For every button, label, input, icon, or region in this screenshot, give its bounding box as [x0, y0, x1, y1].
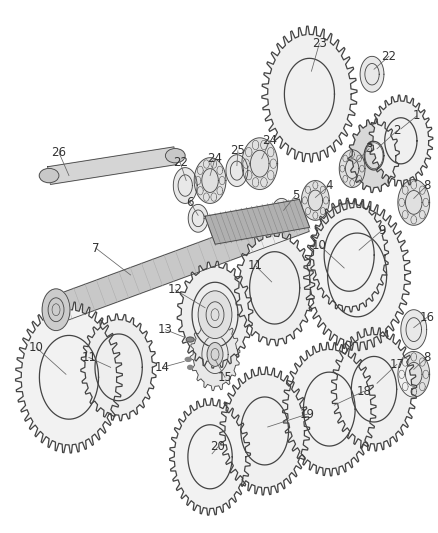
Polygon shape: [360, 56, 384, 92]
Polygon shape: [301, 181, 329, 220]
Text: 10: 10: [29, 341, 44, 354]
Polygon shape: [173, 168, 197, 204]
Polygon shape: [310, 198, 389, 312]
Polygon shape: [48, 147, 177, 184]
Polygon shape: [51, 205, 309, 323]
Polygon shape: [16, 302, 122, 453]
Polygon shape: [262, 26, 357, 162]
Text: 25: 25: [230, 144, 245, 157]
Text: 9: 9: [378, 224, 386, 237]
Text: 26: 26: [52, 146, 67, 159]
Text: 12: 12: [168, 284, 183, 296]
Polygon shape: [349, 119, 399, 192]
Ellipse shape: [166, 149, 185, 163]
Text: 2: 2: [393, 124, 401, 138]
Ellipse shape: [39, 168, 59, 183]
Polygon shape: [283, 342, 376, 476]
Text: 20: 20: [211, 440, 226, 454]
Text: 11: 11: [247, 259, 262, 271]
Text: 19: 19: [300, 408, 315, 421]
Text: 22: 22: [173, 156, 188, 169]
Polygon shape: [332, 327, 417, 451]
Ellipse shape: [186, 337, 194, 342]
Text: 5: 5: [292, 189, 299, 202]
Polygon shape: [235, 230, 314, 346]
Polygon shape: [205, 199, 310, 244]
Text: 22: 22: [381, 50, 396, 63]
Polygon shape: [81, 314, 156, 421]
Polygon shape: [170, 399, 251, 515]
Polygon shape: [304, 199, 410, 351]
Ellipse shape: [42, 289, 70, 330]
Ellipse shape: [188, 365, 193, 369]
Polygon shape: [272, 198, 292, 226]
Text: 18: 18: [357, 385, 371, 398]
Polygon shape: [226, 155, 248, 187]
Polygon shape: [190, 318, 240, 391]
Polygon shape: [339, 150, 365, 188]
Polygon shape: [188, 204, 208, 232]
Text: 15: 15: [218, 371, 233, 384]
Text: 8: 8: [423, 351, 431, 364]
Text: 24: 24: [262, 134, 277, 147]
Polygon shape: [242, 138, 278, 190]
Text: 23: 23: [312, 37, 327, 50]
Text: 11: 11: [81, 351, 96, 364]
Ellipse shape: [185, 358, 191, 361]
Polygon shape: [398, 351, 430, 397]
Text: 10: 10: [312, 239, 327, 252]
Polygon shape: [369, 95, 433, 187]
Polygon shape: [398, 180, 430, 225]
Text: 24: 24: [208, 152, 223, 165]
Text: 14: 14: [155, 361, 170, 374]
Text: 7: 7: [92, 241, 99, 255]
Ellipse shape: [207, 343, 223, 366]
Text: 1: 1: [413, 109, 420, 123]
Polygon shape: [401, 310, 427, 350]
Ellipse shape: [198, 291, 232, 338]
Text: 16: 16: [419, 311, 434, 324]
Polygon shape: [177, 261, 253, 368]
Text: 13: 13: [158, 323, 173, 336]
Text: 6: 6: [187, 196, 194, 209]
Polygon shape: [220, 367, 310, 495]
Text: 17: 17: [389, 358, 404, 371]
Text: 3: 3: [365, 142, 373, 155]
Polygon shape: [194, 158, 226, 204]
Text: 4: 4: [325, 179, 333, 192]
Text: 8: 8: [423, 179, 431, 192]
